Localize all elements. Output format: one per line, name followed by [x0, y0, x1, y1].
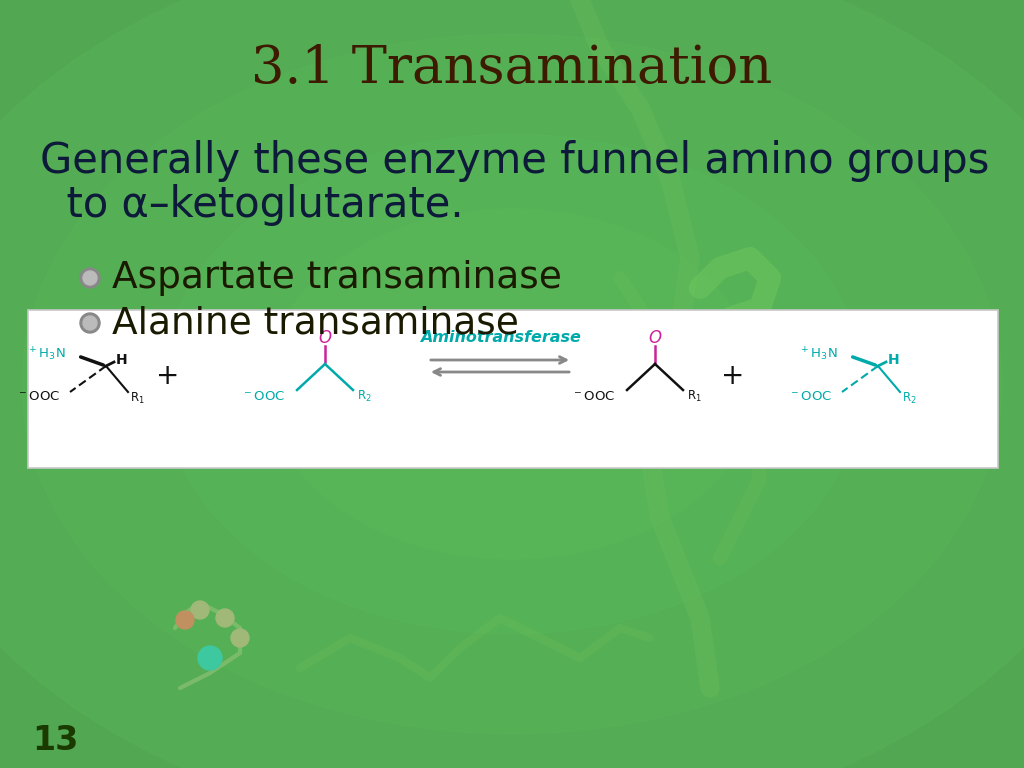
- Ellipse shape: [162, 134, 862, 634]
- Text: R$_2$: R$_2$: [357, 389, 372, 403]
- Ellipse shape: [267, 209, 757, 559]
- Ellipse shape: [22, 34, 1002, 734]
- Circle shape: [216, 609, 234, 627]
- Text: $^-$OOC: $^-$OOC: [571, 389, 615, 402]
- Text: $^+$H$_3$N: $^+$H$_3$N: [800, 346, 838, 362]
- Text: $^-$OOC: $^-$OOC: [16, 390, 60, 403]
- Text: to α–ketoglutarate.: to α–ketoglutarate.: [40, 184, 464, 226]
- Text: Aminotransferase: Aminotransferase: [420, 330, 581, 346]
- Text: O: O: [318, 329, 332, 347]
- Bar: [28, 310, 998, 468]
- Text: H: H: [116, 353, 128, 367]
- Circle shape: [80, 268, 100, 288]
- Text: H: H: [888, 353, 900, 367]
- Circle shape: [176, 611, 194, 629]
- Text: +: +: [721, 362, 744, 390]
- Circle shape: [198, 646, 222, 670]
- Text: $^-$OOC: $^-$OOC: [242, 389, 285, 402]
- Text: $^+$H$_3$N: $^+$H$_3$N: [28, 346, 66, 362]
- Circle shape: [83, 316, 97, 330]
- Text: Alanine transaminase: Alanine transaminase: [112, 305, 519, 341]
- Text: Aspartate transaminase: Aspartate transaminase: [112, 260, 562, 296]
- Circle shape: [191, 601, 209, 619]
- Text: R$_1$: R$_1$: [687, 389, 701, 403]
- Circle shape: [80, 313, 100, 333]
- Text: R$_1$: R$_1$: [130, 390, 144, 406]
- Circle shape: [83, 271, 97, 285]
- Text: +: +: [157, 362, 179, 390]
- Text: O: O: [648, 329, 662, 347]
- Text: 13: 13: [32, 723, 79, 756]
- Text: Generally these enzyme funnel amino groups: Generally these enzyme funnel amino grou…: [40, 140, 989, 182]
- Text: 3.1 Transamination: 3.1 Transamination: [251, 42, 773, 94]
- Text: $^-$OOC: $^-$OOC: [788, 390, 831, 403]
- Circle shape: [231, 629, 249, 647]
- Text: R$_2$: R$_2$: [902, 390, 916, 406]
